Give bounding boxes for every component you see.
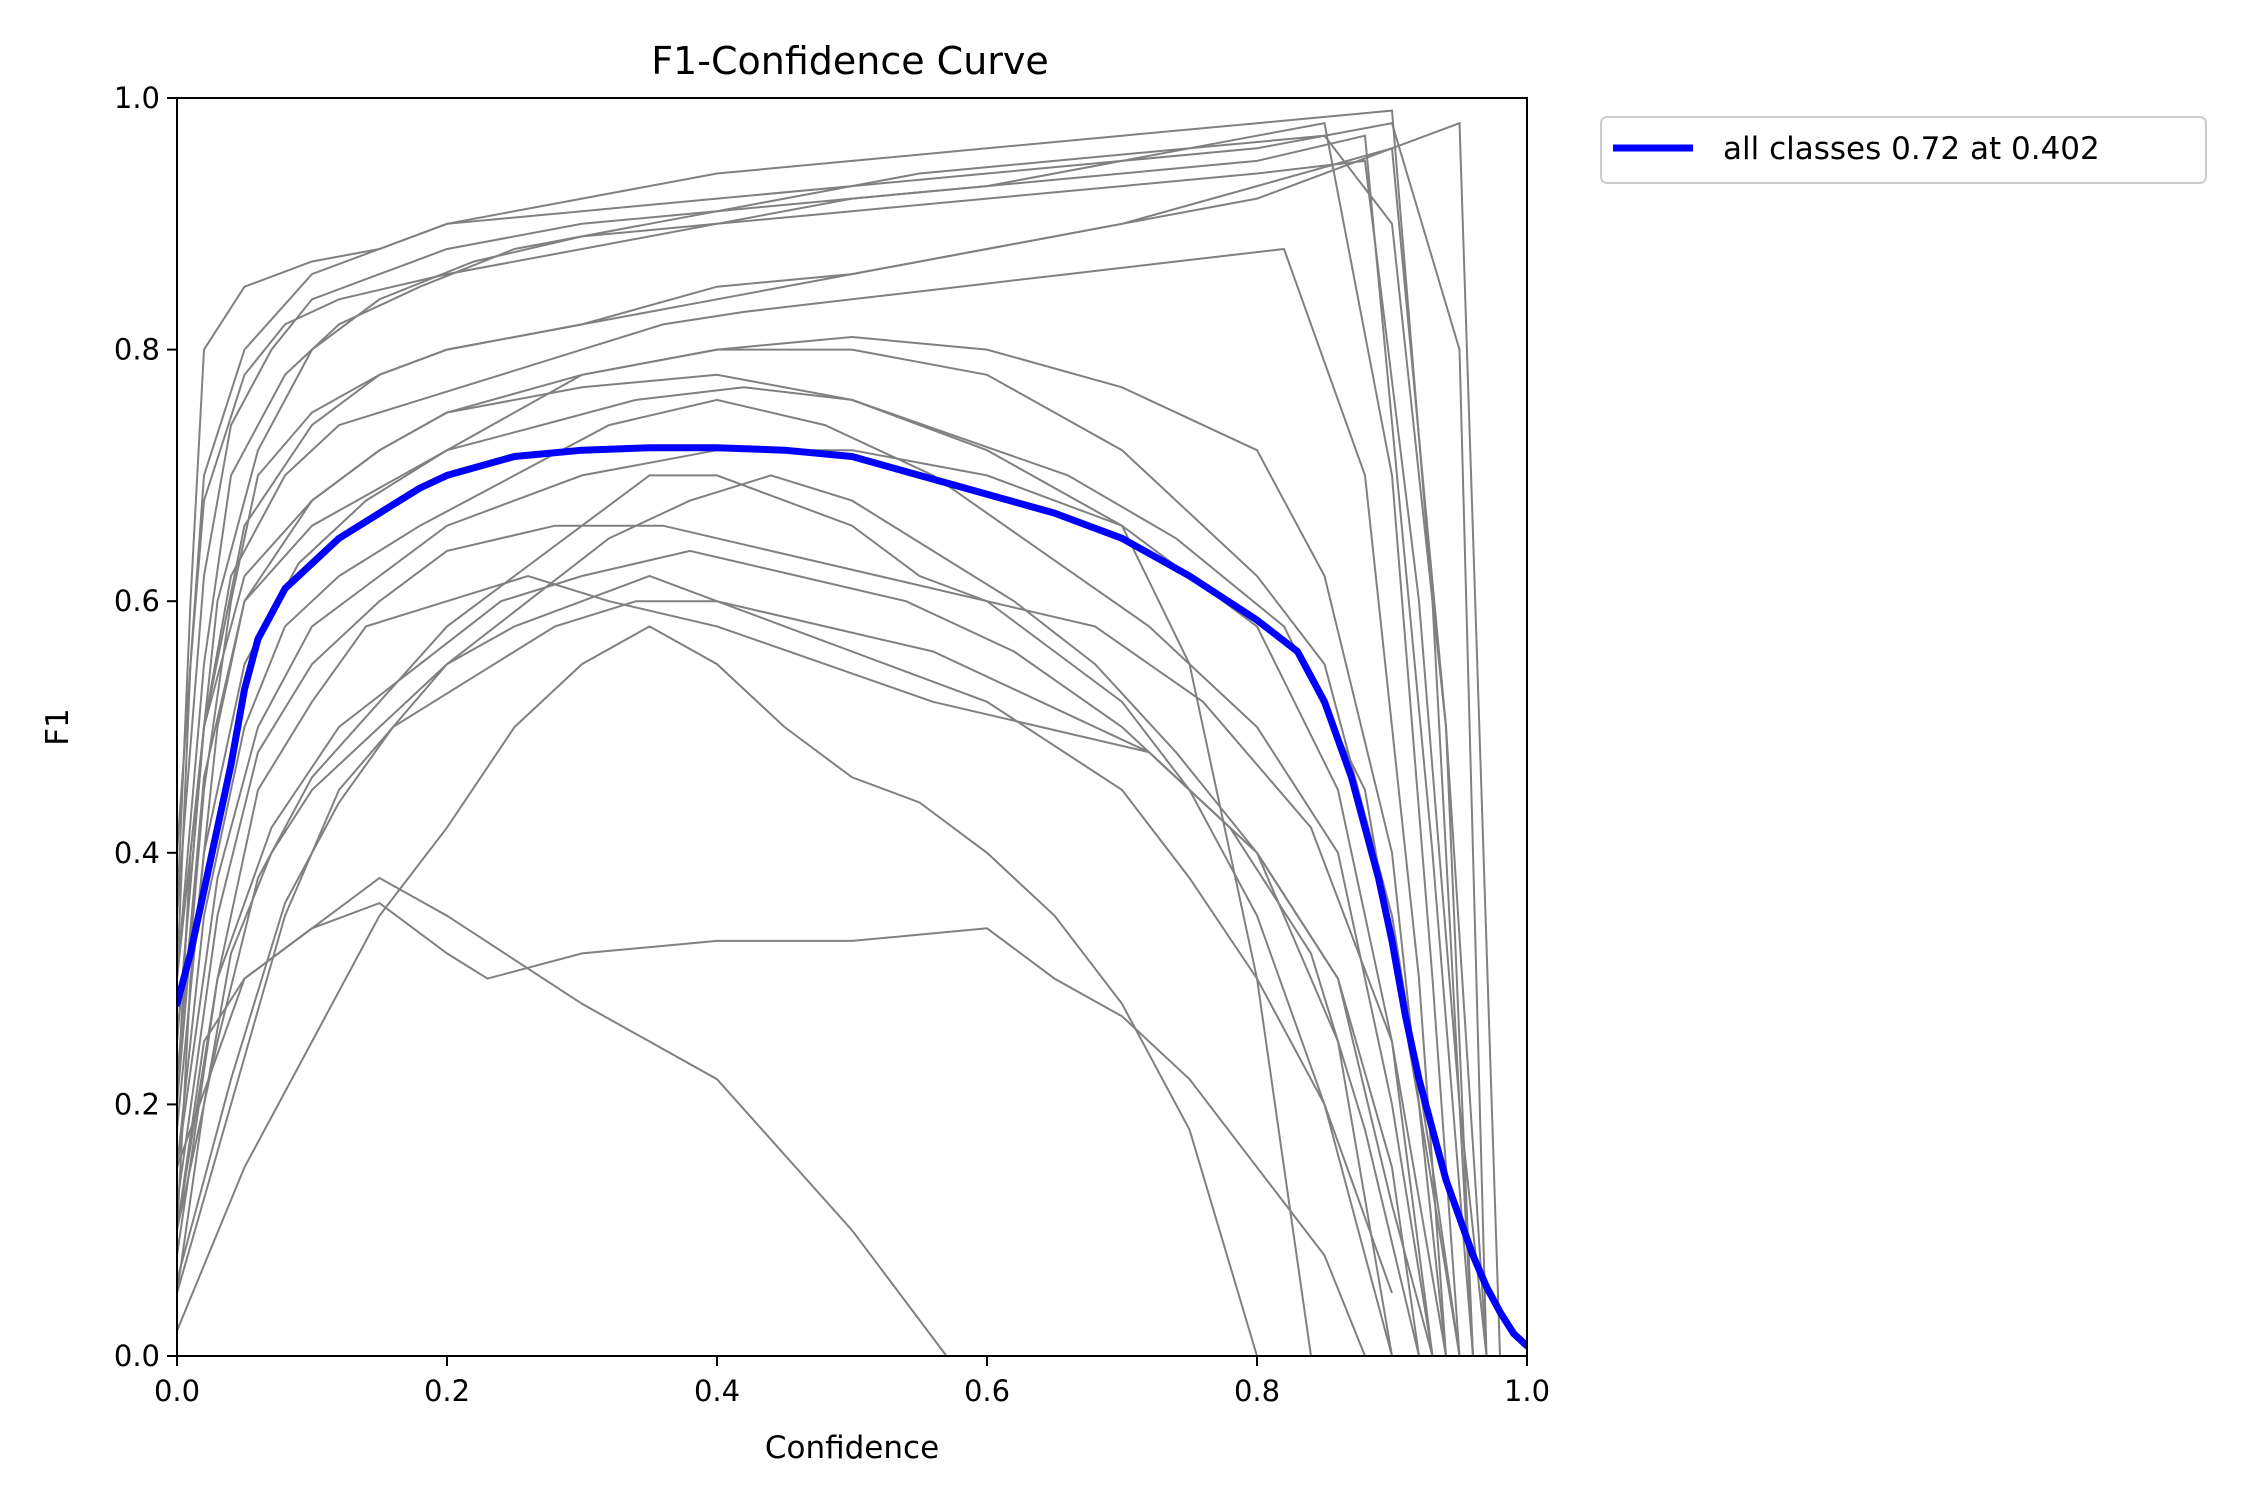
y-tick-label: 1.0 xyxy=(114,81,160,115)
x-tick-label: 0.6 xyxy=(964,1374,1010,1408)
y-tick-label: 0.4 xyxy=(114,836,160,870)
class-curve-8 xyxy=(177,901,1366,1356)
class-curve-7 xyxy=(177,474,1393,1294)
legend-label-all-classes: all classes 0.72 at 0.402 xyxy=(1723,131,2100,167)
class-curve-24 xyxy=(177,600,1434,1356)
x-axis-ticks: 0.0 0.2 0.4 0.6 0.8 1.0 xyxy=(154,1356,1550,1408)
plot-frame xyxy=(176,97,1528,1357)
y-tick-label: 0.8 xyxy=(114,333,160,367)
x-axis-label: Confidence xyxy=(765,1430,939,1466)
legend: all classes 0.72 at 0.402 xyxy=(1600,116,2207,184)
class-curve-16 xyxy=(177,524,1447,1356)
class-curve-18 xyxy=(177,625,1258,1356)
class-curves xyxy=(177,109,1501,1356)
x-tick-label: 1.0 xyxy=(1504,1374,1550,1408)
y-tick-label: 0.6 xyxy=(114,584,160,618)
class-curve-10 xyxy=(177,373,1312,1356)
chart-title: F1-Confidence Curve xyxy=(651,39,1049,83)
series-line-all-classes xyxy=(177,444,1527,1350)
class-curve-6 xyxy=(177,574,1393,1356)
class-curve-25 xyxy=(177,335,1447,1356)
x-tick-label: 0.0 xyxy=(154,1374,200,1408)
x-tick-label: 0.2 xyxy=(424,1374,470,1408)
y-axis-ticks: 0.0 0.2 0.4 0.6 0.8 1.0 xyxy=(114,81,177,1373)
all-classes-series xyxy=(177,444,1527,1350)
class-curve-21 xyxy=(177,121,1501,1356)
class-curve-9 xyxy=(177,876,948,1356)
x-tick-label: 0.8 xyxy=(1234,1374,1280,1408)
class-curve-15 xyxy=(177,109,1474,1356)
x-tick-label: 0.4 xyxy=(694,1374,740,1408)
class-curve-2 xyxy=(177,146,1474,1356)
class-curve-11 xyxy=(177,247,1447,1356)
class-curve-23 xyxy=(177,134,1474,1356)
y-tick-label: 0.2 xyxy=(114,1087,160,1121)
legend-box xyxy=(1600,116,2207,184)
y-axis-label: F1 xyxy=(40,708,76,746)
class-curve-22 xyxy=(177,549,1420,1356)
class-curve-4 xyxy=(177,398,1434,1356)
class-curve-5 xyxy=(177,122,1461,1356)
y-tick-label: 0.0 xyxy=(114,1339,160,1373)
